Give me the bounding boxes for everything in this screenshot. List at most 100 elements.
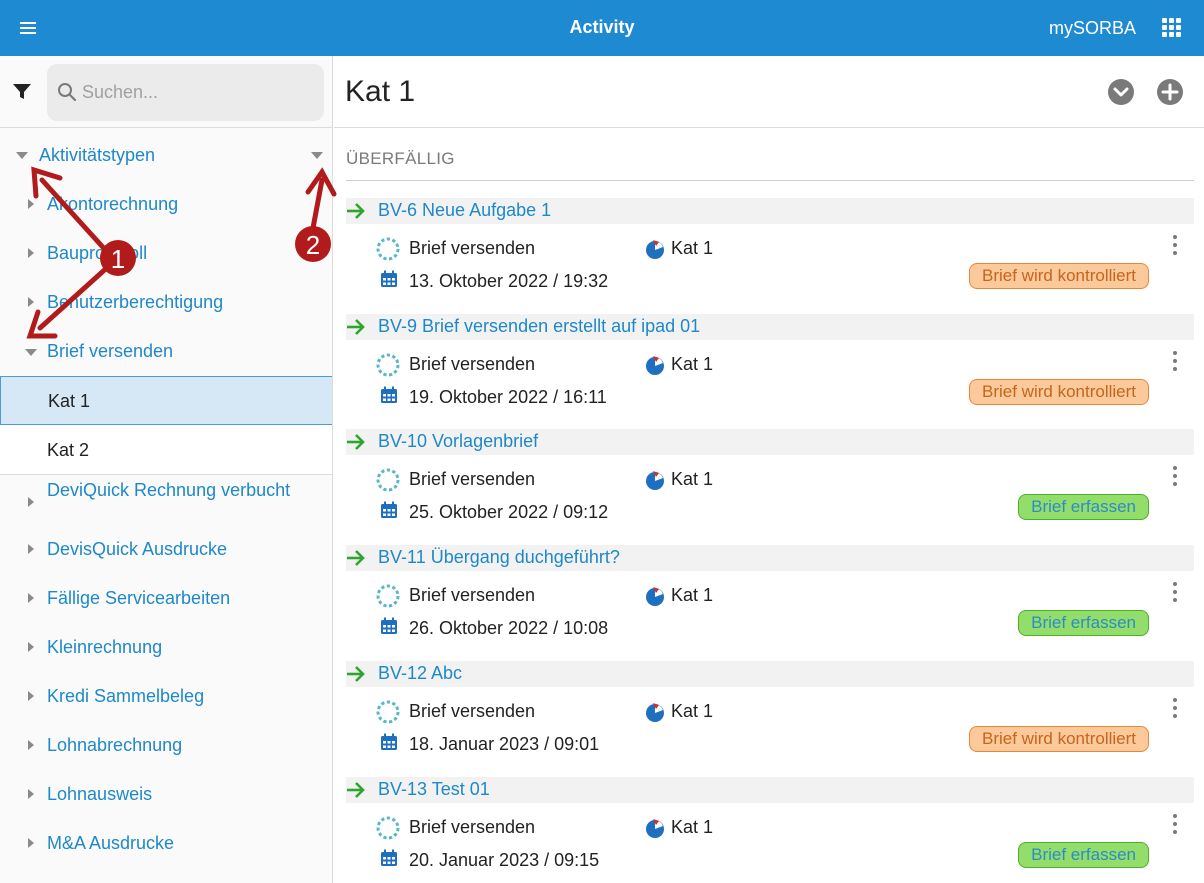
activity-card[interactable]: BV-11 Übergang duchgeführt? Brief versend… bbox=[346, 545, 1194, 661]
calendar-icon bbox=[381, 386, 397, 403]
arrow-right-icon bbox=[347, 666, 365, 682]
tree-item-label: Lohnausweis bbox=[47, 784, 153, 804]
tree-item-label: Kat 2 bbox=[47, 440, 90, 460]
activity-title[interactable]: BV-9 Brief versenden erstellt auf ipad 0… bbox=[378, 316, 701, 336]
page-title: Kat 1 bbox=[345, 75, 416, 108]
app-title: Activity bbox=[569, 17, 635, 37]
tree-root-aktivitaetstypen[interactable]: Aktivitätstypen bbox=[0, 129, 332, 179]
caret-right-icon bbox=[28, 789, 34, 799]
caret-down-icon bbox=[25, 349, 37, 356]
caret-down-icon bbox=[16, 152, 28, 159]
caret-right-icon bbox=[28, 642, 34, 652]
activity-category: Kat 1 bbox=[671, 585, 714, 605]
tree-item-benutzerberechtigung[interactable]: Benutzerberechtigung bbox=[0, 277, 332, 326]
activity-card-title-bar[interactable]: BV-13 Test 01 bbox=[346, 777, 1194, 803]
chevron-down-icon[interactable] bbox=[311, 152, 323, 159]
tree-item-lohnausweis[interactable]: Lohnausweis bbox=[0, 775, 332, 824]
tree-item-akontorechnung[interactable]: Akontorechnung bbox=[0, 179, 332, 228]
activity-card-title-bar[interactable]: BV-10 Vorlagenbrief bbox=[346, 429, 1194, 455]
caret-right-icon bbox=[28, 199, 34, 209]
add-circle-icon[interactable] bbox=[1156, 78, 1184, 106]
status-badge: Brief wird kontrolliert bbox=[969, 726, 1149, 752]
calendar-icon bbox=[381, 617, 397, 634]
category-icon bbox=[646, 587, 664, 606]
tree-root-label: Aktivitätstypen bbox=[39, 145, 156, 165]
arrow-right-icon bbox=[347, 550, 365, 566]
tree-item-bauprotokoll[interactable]: Bauprotokoll bbox=[0, 228, 332, 277]
activity-type: Brief versenden bbox=[409, 817, 536, 837]
more-options-icon[interactable] bbox=[1170, 698, 1180, 720]
activity-type: Brief versenden bbox=[409, 701, 536, 721]
tree-item-deviquick-rechnung[interactable]: DeviQuick Rechnung verbucht bbox=[0, 475, 332, 530]
main-header: Kat 1 bbox=[334, 56, 1204, 128]
tree-item-kat-2[interactable]: Kat 2 bbox=[0, 425, 332, 475]
activity-card-title-bar[interactable]: BV-12 Abc bbox=[346, 661, 1194, 687]
status-badge: Brief erfassen bbox=[1018, 494, 1149, 520]
more-options-icon[interactable] bbox=[1170, 814, 1180, 836]
activity-title[interactable]: BV-6 Neue Aufgabe 1 bbox=[378, 200, 552, 220]
tree-item-lohnabrechnung[interactable]: Lohnabrechnung bbox=[0, 726, 332, 775]
category-icon bbox=[646, 240, 664, 259]
tree-item-label: Kleinrechnung bbox=[47, 637, 163, 657]
activity-card[interactable]: BV-13 Test 01 Brief versenden Kat 1 20. Jan… bbox=[346, 777, 1194, 883]
in-progress-icon bbox=[376, 816, 400, 840]
more-options-icon[interactable] bbox=[1170, 235, 1180, 257]
tree-item-ma-ausdrucke[interactable]: M&A Ausdrucke bbox=[0, 824, 332, 873]
status-badge: Brief wird kontrolliert bbox=[969, 263, 1149, 289]
tree-item-brief-versenden[interactable]: Brief versenden bbox=[0, 326, 332, 376]
activity-category: Kat 1 bbox=[671, 469, 714, 489]
more-options-icon[interactable] bbox=[1170, 466, 1180, 488]
sidebar: Aktivitätstypen Akontorechnung Bauprotok… bbox=[0, 56, 333, 883]
more-options-icon[interactable] bbox=[1170, 582, 1180, 604]
filter-icon[interactable] bbox=[12, 83, 32, 101]
search-input[interactable] bbox=[82, 64, 312, 121]
status-badge: Brief erfassen bbox=[1018, 842, 1149, 868]
status-badge: Brief erfassen bbox=[1018, 610, 1149, 636]
tree-item-label: M&A Ausdrucke bbox=[47, 833, 175, 853]
tree-item-label: DeviQuick Rechnung verbucht bbox=[47, 480, 291, 500]
activity-date: 20. Januar 2023 / 09:15 bbox=[409, 850, 600, 870]
activity-title[interactable]: BV-10 Vorlagenbrief bbox=[378, 431, 539, 451]
activity-card-title-bar[interactable]: BV-6 Neue Aufgabe 1 bbox=[346, 198, 1194, 224]
tree-item-kleinrechnung[interactable]: Kleinrechnung bbox=[0, 628, 332, 677]
activity-card-title-bar[interactable]: BV-9 Brief versenden erstellt auf ipad 0… bbox=[346, 314, 1194, 340]
activity-title[interactable]: BV-11 Übergang duchgeführt? bbox=[378, 547, 620, 567]
tree-item-kredi-sammelbeleg[interactable]: Kredi Sammelbeleg bbox=[0, 677, 332, 726]
calendar-icon bbox=[381, 501, 397, 518]
category-icon bbox=[646, 703, 664, 722]
more-options-icon[interactable] bbox=[1170, 351, 1180, 373]
activity-title[interactable]: BV-13 Test 01 bbox=[378, 779, 490, 799]
tree-item-label: Akontorechnung bbox=[47, 194, 179, 214]
activity-card-title-bar[interactable]: BV-11 Übergang duchgeführt? bbox=[346, 545, 1194, 571]
arrow-right-icon bbox=[347, 319, 365, 335]
activity-date: 13. Oktober 2022 / 19:32 bbox=[409, 271, 609, 291]
activity-card[interactable]: BV-6 Neue Aufgabe 1 Brief versenden Kat 1 1… bbox=[346, 198, 1194, 314]
tree-item-kat-1[interactable]: Kat 1 bbox=[0, 376, 332, 425]
activity-title[interactable]: BV-12 Abc bbox=[378, 663, 463, 683]
caret-right-icon bbox=[28, 297, 34, 307]
tree-item-faellige-servicearbeiten[interactable]: Fällige Servicearbeiten bbox=[0, 579, 332, 628]
grid-icon[interactable] bbox=[1162, 18, 1182, 38]
search-box[interactable] bbox=[47, 64, 324, 121]
tree-item-label: Lohnabrechnung bbox=[47, 735, 183, 755]
tree-item-label: Benutzerberechtigung bbox=[47, 292, 224, 312]
section-title-overdue: ÜBERFÄLLIG bbox=[346, 149, 455, 168]
tree-item-label: Kat 1 bbox=[48, 391, 91, 411]
brand-label[interactable]: mySORBA bbox=[1048, 18, 1136, 38]
main-panel: Kat 1 ÜBERFÄLLIG BV-6 Neue Aufgabe 1 Brie… bbox=[334, 56, 1204, 883]
caret-right-icon bbox=[28, 838, 34, 848]
caret-right-icon bbox=[28, 544, 34, 554]
activity-date: 18. Januar 2023 / 09:01 bbox=[409, 734, 600, 754]
tree-item-devisquick-ausdrucke[interactable]: DevisQuick Ausdrucke bbox=[0, 530, 332, 579]
activity-date: 25. Oktober 2022 / 09:12 bbox=[409, 502, 609, 522]
category-icon bbox=[646, 471, 664, 490]
activity-card[interactable]: BV-9 Brief versenden erstellt auf ipad 0… bbox=[346, 314, 1194, 430]
chevron-down-circle-icon[interactable] bbox=[1107, 78, 1135, 106]
tree-item-label: Brief versenden bbox=[47, 341, 174, 361]
caret-right-icon bbox=[28, 248, 34, 258]
activity-card[interactable]: BV-12 Abc Brief versenden Kat 1 18. Januar … bbox=[346, 661, 1194, 777]
hamburger-icon[interactable] bbox=[18, 18, 38, 38]
activity-type: Brief versenden bbox=[409, 585, 536, 605]
activity-card[interactable]: BV-10 Vorlagenbrief Brief versenden Kat 1 2… bbox=[346, 429, 1194, 545]
search-icon bbox=[58, 83, 77, 102]
